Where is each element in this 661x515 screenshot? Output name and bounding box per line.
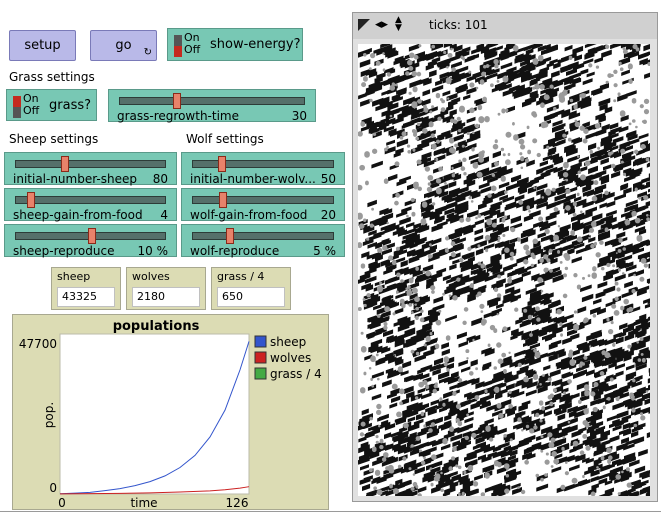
slider-value: 5 % [313,244,336,258]
x-tick-label-max: 126 [226,496,249,510]
x-tick-label-min: 0 [58,496,66,510]
x-axis-label: time [130,496,157,510]
slider-handle[interactable] [219,192,228,208]
ticks-counter: ticks: 101 [429,18,488,32]
grass-settings-heading: Grass settings [9,70,95,84]
slider-track [15,196,166,204]
legend-swatch [254,335,267,348]
sheep-settings-heading: Sheep settings [9,132,99,146]
switch-on-label: On [23,92,39,105]
view-up-down-icon[interactable]: ▲ ▼ [395,15,402,33]
slider-label: sheep-gain-from-food [13,208,143,222]
slider-value: 10 % [137,244,169,258]
go-button-label: go [115,38,132,53]
view-toolbar: ◂▸ ▲ ▼ ticks: 101 [353,13,657,39]
switch-track [13,96,21,118]
slider-value: 30 [291,109,307,123]
world-view [358,44,650,496]
y-axis-label: pop. [42,402,56,428]
slider-label: wolf-gain-from-food [190,208,308,222]
slider-label: initial-number-wolv... [190,172,316,186]
switch-off-label: Off [184,43,201,56]
setup-button-label: setup [24,38,61,53]
series-line-sheep [59,341,250,495]
slider-value: 4 [160,208,168,222]
wolf-settings-heading: Wolf settings [186,132,264,146]
y-tick-label-max: 47700 [19,337,57,351]
window-bottom-border [0,511,661,512]
sheep-monitor: sheep 43325 [51,267,121,310]
switch-knob [174,46,182,57]
show-energy-label: show-energy? [210,37,301,52]
slider-handle[interactable] [87,228,96,244]
switch-on-label: On [184,31,200,44]
chart-legend: sheep wolves grass / 4 [254,335,322,381]
grass-monitor: grass / 4 650 [211,267,291,310]
wolves-monitor: wolves 2180 [126,267,206,310]
monitor-label: grass / 4 [217,270,265,283]
slider-track [192,196,334,204]
grass-switch-label: grass? [49,97,92,113]
slider-track [192,232,334,240]
view-corner-icon[interactable] [358,19,370,31]
y-tick-label-min: 0 [49,481,57,495]
slider-value: 20 [320,208,336,222]
slider-handle[interactable] [217,156,226,172]
plot-area [59,333,250,495]
initial-number-wolves-slider[interactable]: initial-number-wolv... 50 [181,152,345,186]
legend-label: grass / 4 [270,367,322,381]
populations-plot: populations 47700 0 pop. 0 126 time shee… [12,314,329,510]
slider-handle[interactable] [226,228,234,244]
chart-title: populations [113,319,200,334]
slider-handle[interactable] [26,192,35,208]
wolf-gain-from-food-slider[interactable]: wolf-gain-from-food 20 [181,188,345,222]
switch-knob [13,96,21,107]
legend-swatch [254,351,267,364]
world-view-border [353,39,657,501]
slider-track [119,97,305,105]
sheep-reproduce-slider[interactable]: sheep-reproduce 10 % [4,224,177,258]
monitor-value: 2180 [132,287,200,307]
populations-chart: populations 47700 0 pop. 0 126 time shee… [19,319,322,510]
slider-value: 50 [320,172,336,186]
slider-track [192,160,334,168]
switch-off-label: Off [23,104,40,117]
setup-button[interactable]: setup [9,30,76,61]
forever-icon: ↻ [143,47,152,58]
slider-label: wolf-reproduce [190,244,280,258]
show-energy-switch[interactable]: On Off show-energy? [167,28,303,61]
grass-switch[interactable]: On Off grass? [6,89,97,121]
monitor-value: 43325 [57,287,115,307]
slider-track [15,160,166,168]
monitor-label: sheep [57,270,91,283]
chart-series [59,341,250,495]
grass-regrowth-time-slider[interactable]: grass-regrowth-time 30 [108,89,316,123]
monitor-value: 650 [217,287,285,307]
slider-value: 80 [152,172,168,186]
wolf-reproduce-slider[interactable]: wolf-reproduce 5 % [181,224,345,258]
legend-swatch [254,367,267,380]
slider-label: sheep-reproduce [13,244,115,258]
slider-label: initial-number-sheep [13,172,137,186]
legend-label: wolves [270,351,311,365]
slider-label: grass-regrowth-time [117,109,239,123]
world-view-panel: ◂▸ ▲ ▼ ticks: 101 [352,12,658,502]
initial-number-sheep-slider[interactable]: initial-number-sheep 80 [4,152,177,186]
legend-label: sheep [270,335,306,349]
slider-handle[interactable] [173,93,181,109]
monitor-label: wolves [132,270,170,283]
slider-handle[interactable] [61,156,70,172]
patch-dots-layer [358,44,650,496]
series-line-wolves [59,486,250,495]
sheep-gain-from-food-slider[interactable]: sheep-gain-from-food 4 [4,188,177,222]
view-left-right-icon[interactable]: ◂▸ [375,17,389,32]
go-button[interactable]: go ↻ [90,30,157,61]
